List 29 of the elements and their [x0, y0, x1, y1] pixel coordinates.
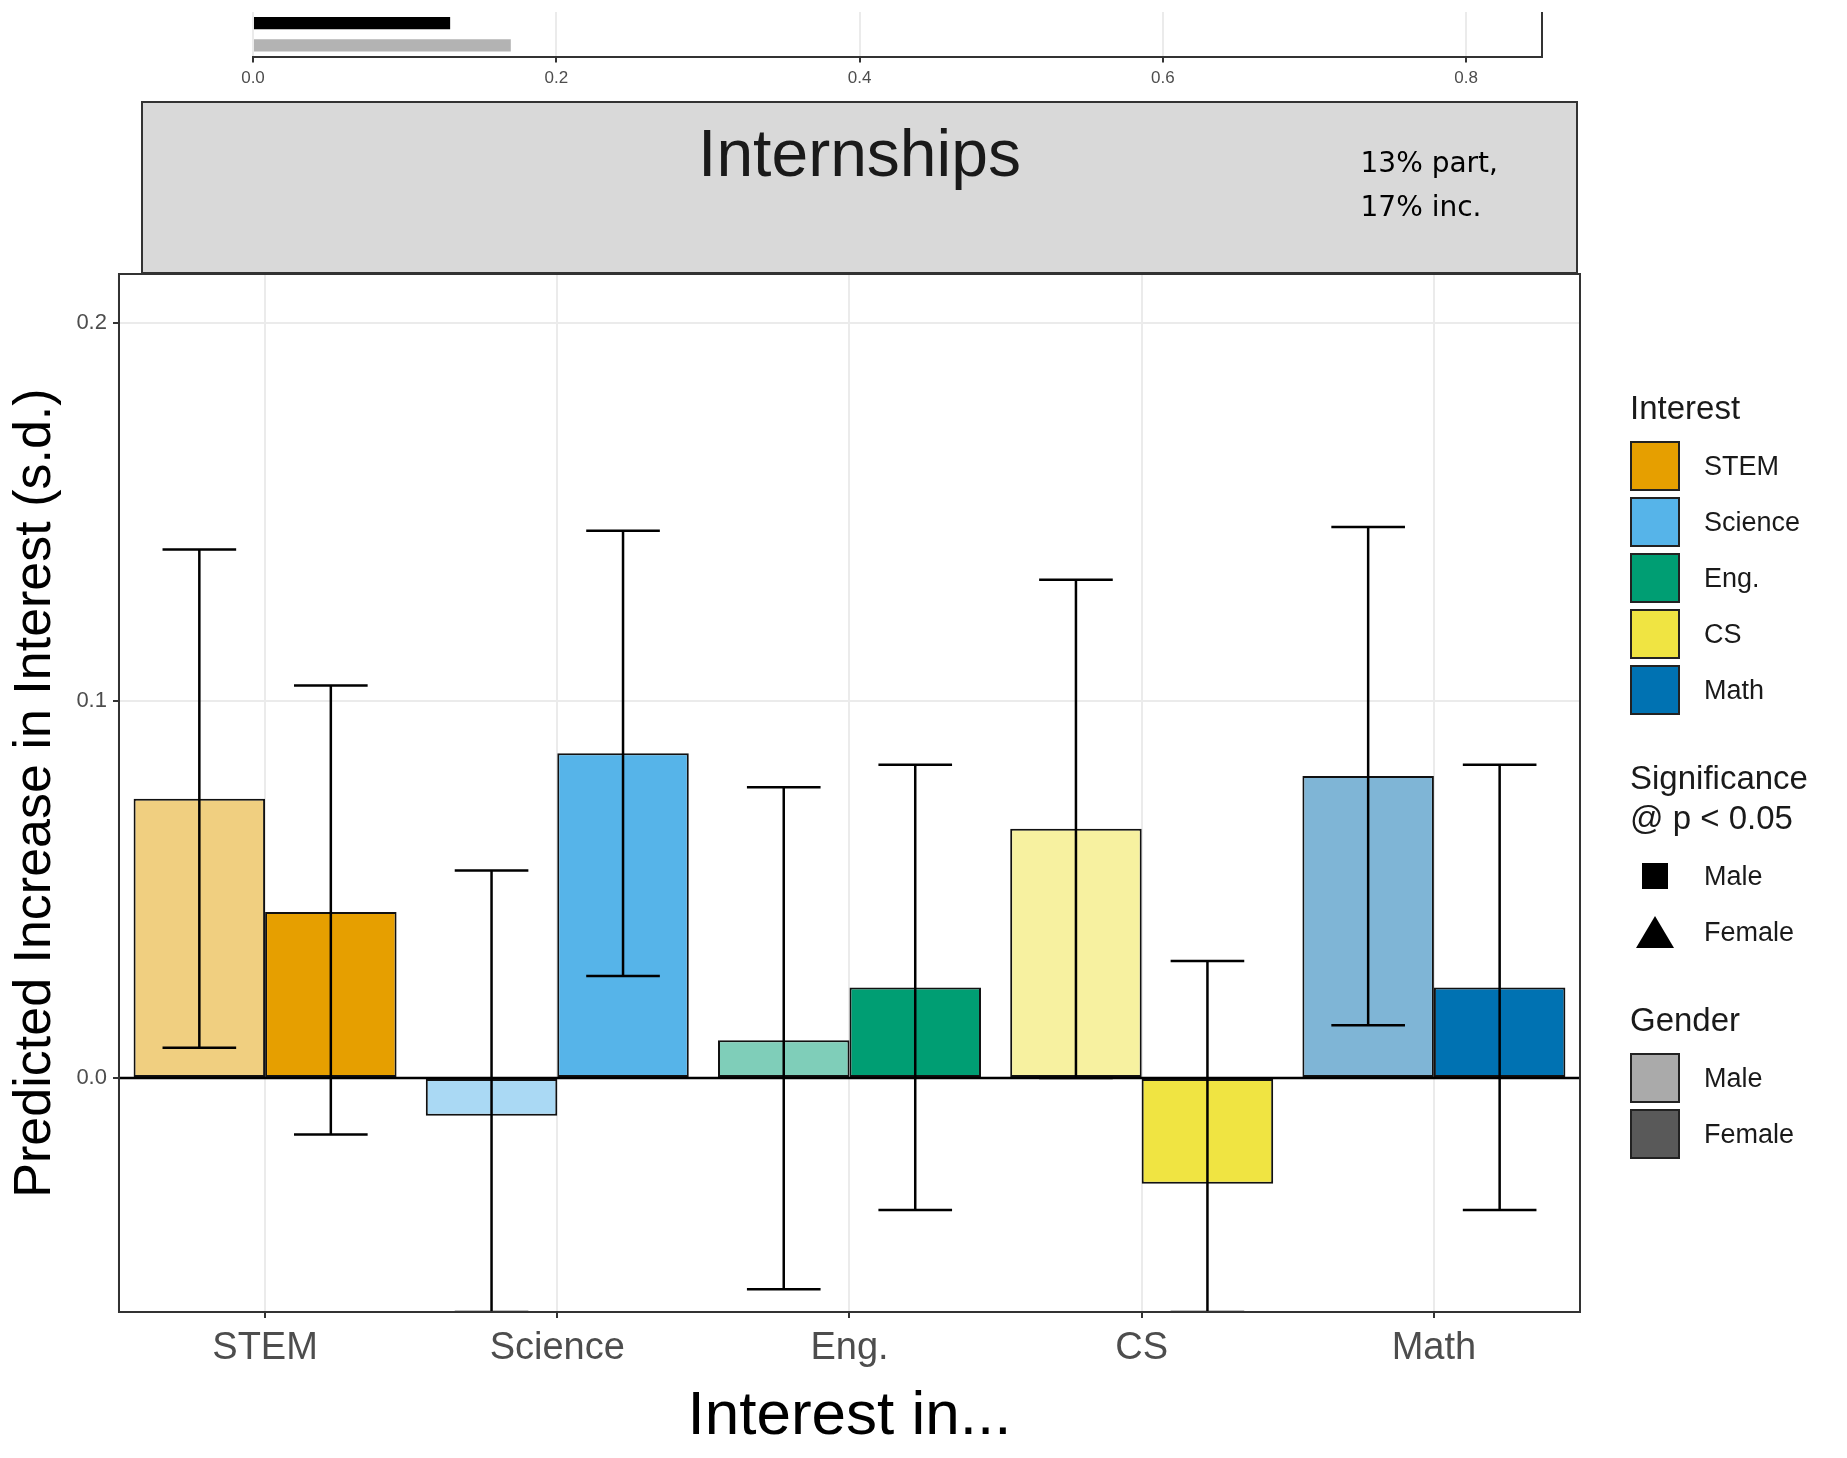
text: Significance @ p < 0.05: [1630, 758, 1808, 838]
x-tick-label: Math: [1391, 1325, 1477, 1368]
x-tick-label: 0.6: [1151, 68, 1175, 88]
y-tick-label: 0.1: [76, 686, 107, 712]
chart-title: Internships: [698, 116, 1021, 190]
x-tick-label: Eng.: [810, 1325, 889, 1368]
x-tick-label: CS: [1115, 1325, 1169, 1368]
category-label: CS: [1704, 618, 1742, 649]
x-axis-title: Interest in...: [687, 1377, 1012, 1447]
legend-title: Gender: [1630, 1000, 1742, 1040]
text: Interest: [1630, 388, 1742, 428]
category-label: Math: [1704, 674, 1765, 705]
x-tick-label: 0.2: [544, 68, 569, 88]
text: Female: [1704, 916, 1795, 948]
text: Female: [1704, 1118, 1795, 1150]
y-axis-title: Predicted Increase in Interest (s.d.): [2, 388, 61, 1198]
category-label: Science: [1704, 506, 1801, 537]
x-tick-label: 0.4: [847, 68, 872, 88]
y-tick-label: 0.2: [76, 309, 107, 335]
text: 13% part, 17% inc.: [1360, 145, 1498, 225]
category-label: Eng.: [1704, 562, 1760, 593]
text: Male: [1704, 1062, 1763, 1094]
y-tick-label: 0.0: [76, 1064, 107, 1090]
category-label: STEM: [1704, 450, 1780, 481]
text: Male: [1704, 860, 1763, 892]
x-tick-label: 0.0: [241, 68, 265, 88]
x-tick-label: Science: [489, 1325, 625, 1368]
x-tick-label: STEM: [212, 1325, 318, 1368]
x-tick-label: 0.8: [1454, 68, 1478, 88]
